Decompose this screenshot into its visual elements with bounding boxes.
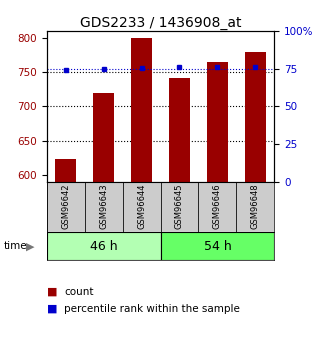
Text: time: time	[3, 241, 27, 251]
Text: 46 h: 46 h	[90, 240, 117, 253]
Text: GSM96646: GSM96646	[213, 183, 222, 229]
Bar	[47, 182, 84, 232]
Title: GDS2233 / 1436908_at: GDS2233 / 1436908_at	[80, 16, 241, 30]
Text: ■: ■	[47, 304, 57, 314]
Bar	[169, 78, 190, 182]
Bar	[84, 182, 123, 232]
Text: GSM96644: GSM96644	[137, 183, 146, 229]
Text: percentile rank within the sample: percentile rank within the sample	[64, 304, 240, 314]
Bar	[237, 182, 274, 232]
Text: GSM96642: GSM96642	[61, 183, 70, 229]
Bar	[47, 232, 160, 260]
Bar	[93, 93, 114, 182]
Bar	[160, 232, 274, 260]
Bar	[123, 182, 160, 232]
Text: ▶: ▶	[26, 241, 35, 251]
Bar	[198, 182, 237, 232]
Text: GSM96648: GSM96648	[251, 183, 260, 229]
Bar	[207, 62, 228, 182]
Bar	[245, 52, 266, 182]
Text: GSM96643: GSM96643	[99, 183, 108, 229]
Bar	[160, 182, 198, 232]
Text: GSM96645: GSM96645	[175, 183, 184, 229]
Text: 54 h: 54 h	[204, 240, 231, 253]
Text: ■: ■	[47, 287, 57, 296]
Bar	[55, 159, 76, 182]
Bar	[131, 38, 152, 182]
Text: count: count	[64, 287, 94, 296]
